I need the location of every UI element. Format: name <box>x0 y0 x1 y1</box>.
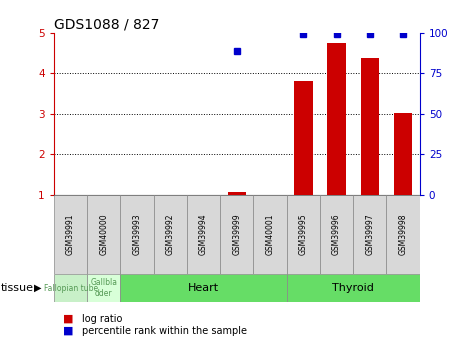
Text: percentile rank within the sample: percentile rank within the sample <box>82 326 247 335</box>
Text: GSM40000: GSM40000 <box>99 214 108 255</box>
Bar <box>253 195 287 274</box>
Text: ■: ■ <box>63 314 74 324</box>
Bar <box>187 195 220 274</box>
Text: Heart: Heart <box>188 283 219 293</box>
Text: GSM39993: GSM39993 <box>133 214 142 255</box>
Text: GSM40001: GSM40001 <box>265 214 275 255</box>
Bar <box>154 195 187 274</box>
Text: Fallopian tube: Fallopian tube <box>44 284 98 293</box>
Bar <box>287 195 320 274</box>
Text: GSM39999: GSM39999 <box>232 214 242 255</box>
Bar <box>54 274 87 302</box>
Text: GSM39994: GSM39994 <box>199 214 208 255</box>
Bar <box>394 113 412 195</box>
Text: Thyroid: Thyroid <box>333 283 374 293</box>
Text: GSM39998: GSM39998 <box>399 214 408 255</box>
Bar <box>227 192 246 195</box>
Bar <box>121 274 287 302</box>
Text: ■: ■ <box>63 326 74 335</box>
Bar <box>320 195 353 274</box>
Bar <box>87 195 121 274</box>
Bar <box>327 43 346 195</box>
Bar <box>220 195 253 274</box>
Text: GSM39991: GSM39991 <box>66 214 75 255</box>
Text: tissue: tissue <box>1 283 34 293</box>
Text: log ratio: log ratio <box>82 314 122 324</box>
Bar <box>54 195 87 274</box>
Text: GSM39995: GSM39995 <box>299 214 308 255</box>
Bar <box>121 195 154 274</box>
Bar <box>294 81 312 195</box>
Text: GSM39992: GSM39992 <box>166 214 175 255</box>
Text: GSM39996: GSM39996 <box>332 214 341 255</box>
Bar <box>386 195 420 274</box>
Text: ▶: ▶ <box>34 283 41 293</box>
Bar <box>353 195 386 274</box>
Bar <box>361 58 379 195</box>
Bar <box>87 274 121 302</box>
Text: GSM39997: GSM39997 <box>365 214 374 255</box>
Text: Gallbla
dder: Gallbla dder <box>91 278 117 298</box>
Bar <box>287 274 420 302</box>
Text: GDS1088 / 827: GDS1088 / 827 <box>54 17 159 31</box>
